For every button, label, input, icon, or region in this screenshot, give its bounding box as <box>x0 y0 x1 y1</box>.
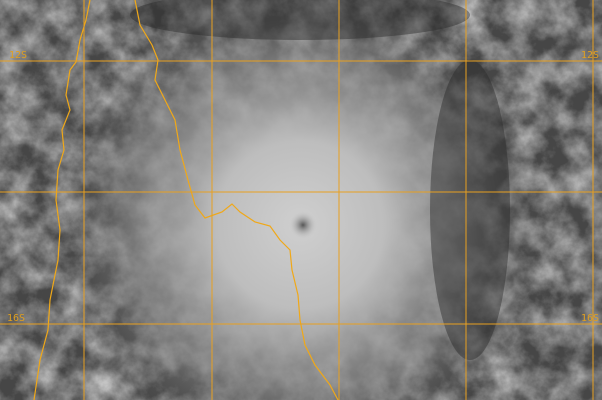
lat-label-right-12s: 12S <box>581 50 599 61</box>
lat-label-left-12s: 12S <box>9 50 27 61</box>
coastline-west <box>33 0 91 400</box>
coastline-cape-york-east <box>134 0 339 400</box>
dark-band-north <box>130 0 470 40</box>
lat-label-left-16s: 16S <box>7 313 25 324</box>
cyclone-eye <box>289 211 317 239</box>
coastline <box>33 0 339 400</box>
lat-label-right-16s: 16S <box>581 313 599 324</box>
dark-band-east <box>430 60 510 360</box>
